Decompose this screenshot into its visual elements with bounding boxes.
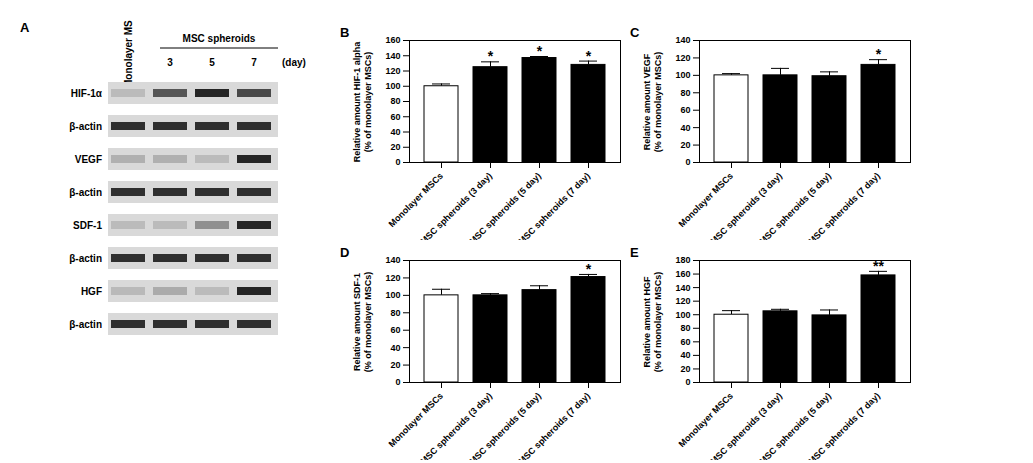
svg-text:β-actin: β-actin <box>69 253 102 264</box>
svg-text:140: 140 <box>385 51 400 61</box>
svg-text:Monolayer MSCs: Monolayer MSCs <box>386 390 445 450</box>
svg-text:60: 60 <box>390 325 400 335</box>
svg-text:*: * <box>586 261 592 277</box>
svg-text:β-actin: β-actin <box>69 319 102 330</box>
svg-text:Monolayer MSCs: Monolayer MSCs <box>386 170 445 230</box>
svg-text:*: * <box>876 46 882 62</box>
html-text:C: C <box>630 25 640 40</box>
svg-text:SDF-1: SDF-1 <box>73 220 102 231</box>
svg-text:0: 0 <box>685 157 690 167</box>
svg-text:HGF: HGF <box>81 286 102 297</box>
html-text:Relative amount SDF-1 (% of mo: Relative amount SDF-1 (% of monolayer MS… <box>352 271 373 373</box>
svg-text:140: 140 <box>675 282 690 292</box>
svg-text:180: 180 <box>675 255 690 265</box>
svg-text:Monolayer MSCs: Monolayer MSCs <box>123 20 134 88</box>
svg-text:β-actin: β-actin <box>69 187 102 198</box>
svg-text:120: 120 <box>675 296 690 306</box>
svg-text:0: 0 <box>395 157 400 167</box>
svg-text:100: 100 <box>385 290 400 300</box>
svg-text:80: 80 <box>390 308 400 318</box>
svg-text:*: * <box>586 48 592 64</box>
svg-text:60: 60 <box>680 105 690 115</box>
svg-text:HIF-1α: HIF-1α <box>71 88 103 99</box>
svg-text:80: 80 <box>390 96 400 106</box>
svg-text:0: 0 <box>395 377 400 387</box>
svg-text:β-actin: β-actin <box>69 121 102 132</box>
svg-text:A: A <box>20 20 30 35</box>
svg-text:20: 20 <box>680 364 690 374</box>
html-text:B: B <box>340 25 350 40</box>
svg-text:MSC spheroids (7 day): MSC spheroids (7 day) <box>806 391 882 460</box>
svg-text:120: 120 <box>385 66 400 76</box>
svg-text:120: 120 <box>385 273 400 283</box>
svg-text:100: 100 <box>675 310 690 320</box>
svg-text:100: 100 <box>675 70 690 80</box>
html-text:Relative amount HGF (% of mono: Relative amount HGF (% of monolayer MSCs… <box>642 271 663 373</box>
svg-text:40: 40 <box>390 343 400 353</box>
svg-text:3: 3 <box>167 57 173 68</box>
html-text:E: E <box>630 245 639 260</box>
svg-text:120: 120 <box>675 53 690 63</box>
svg-text:160: 160 <box>675 269 690 279</box>
svg-text:0: 0 <box>685 377 690 387</box>
svg-text:7: 7 <box>251 57 257 68</box>
svg-text:40: 40 <box>680 123 690 133</box>
svg-text:40: 40 <box>390 127 400 137</box>
svg-text:Monolayer MSCs: Monolayer MSCs <box>676 390 735 450</box>
svg-text:Monolayer MSCs: Monolayer MSCs <box>676 170 735 230</box>
svg-text:MSC spheroids: MSC spheroids <box>183 33 256 44</box>
svg-text:60: 60 <box>680 337 690 347</box>
svg-text:MSC spheroids (7 day): MSC spheroids (7 day) <box>516 391 592 460</box>
svg-text:80: 80 <box>680 323 690 333</box>
svg-text:*: * <box>537 43 543 59</box>
svg-text:140: 140 <box>385 255 400 265</box>
html-text:D: D <box>340 245 350 260</box>
svg-text:*: * <box>488 48 494 64</box>
svg-text:5: 5 <box>209 57 215 68</box>
svg-text:100: 100 <box>385 81 400 91</box>
svg-text:MSC spheroids (7 day): MSC spheroids (7 day) <box>516 171 592 240</box>
svg-text:(day): (day) <box>282 57 306 68</box>
svg-text:80: 80 <box>680 88 690 98</box>
svg-text:140: 140 <box>675 35 690 45</box>
svg-text:VEGF: VEGF <box>75 154 102 165</box>
svg-text:20: 20 <box>680 140 690 150</box>
html-text:Relative amount HIF-1 alpha (%: Relative amount HIF-1 alpha (% of monola… <box>352 41 373 163</box>
svg-text:20: 20 <box>390 360 400 370</box>
svg-text:20: 20 <box>390 142 400 152</box>
svg-text:60: 60 <box>390 112 400 122</box>
svg-text:MSC spheroids (7 day): MSC spheroids (7 day) <box>806 171 882 240</box>
svg-text:160: 160 <box>385 35 400 45</box>
svg-text:40: 40 <box>680 350 690 360</box>
html-text:Relative amount VEGF (% of mon: Relative amount VEGF (% of monolayer MSC… <box>642 51 663 153</box>
